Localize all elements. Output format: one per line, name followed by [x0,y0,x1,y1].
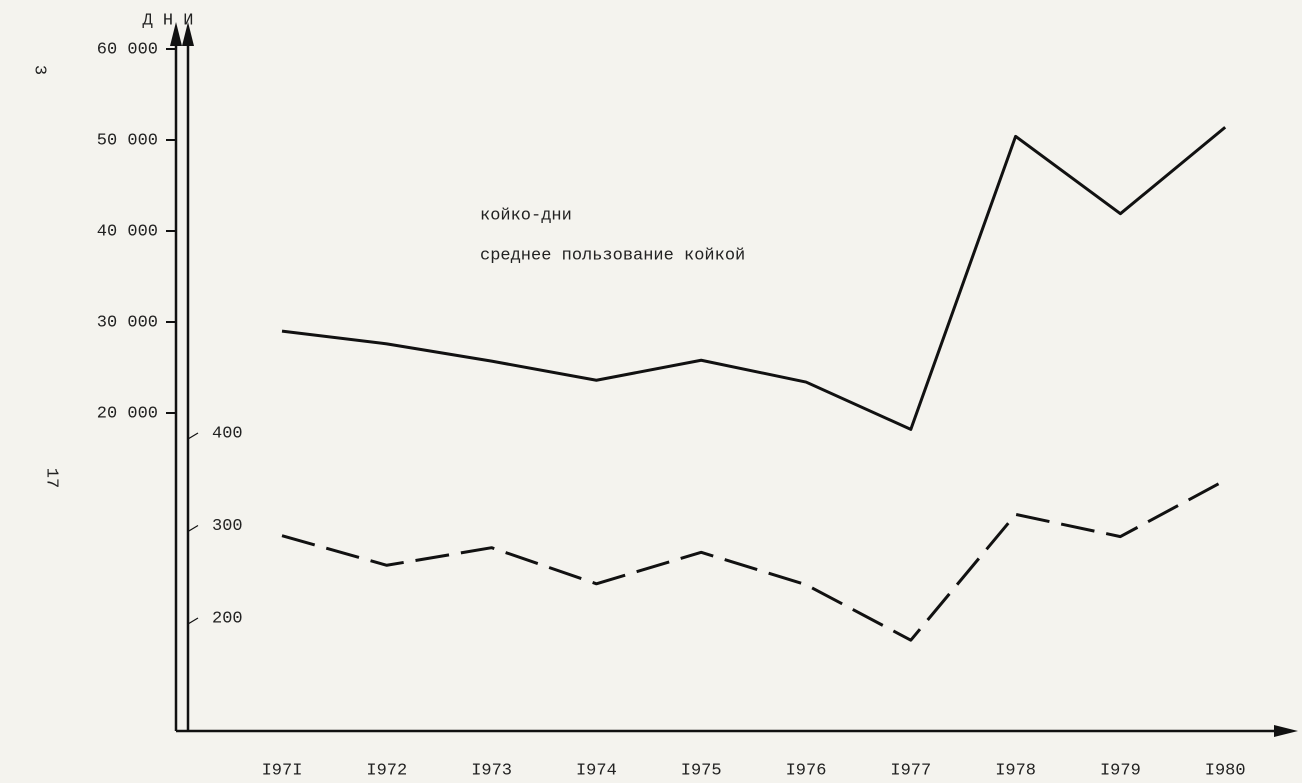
x-tick-label: I978 [995,761,1036,780]
line-series [281,478,1226,642]
y-tick-label: 40 000 [97,222,158,241]
y2-tick-label: 300 [212,517,243,536]
y-tick-label: 20 000 [97,404,158,423]
x-arrow [1274,725,1298,737]
y2-tick-label: 400 [212,424,243,443]
x-tick-label: I975 [681,761,722,780]
y-tick-label: 60 000 [97,40,158,59]
x-tick-label: I977 [890,761,931,780]
x-tick-label: I980 [1205,761,1246,780]
legend-label: среднее пользование койкой [480,246,745,265]
y2-tick-label: 200 [212,609,243,628]
x-tick-label: I979 [1100,761,1141,780]
line-series [281,126,1227,431]
y2-arrow [182,22,194,46]
y-tick-label: 50 000 [97,131,158,150]
x-tick-label: I974 [576,761,617,780]
y2-tick [187,617,199,625]
y2-tick [187,432,199,440]
page-number: 17 [42,468,61,488]
x-tick-label: I976 [786,761,827,780]
page-number: 3 [30,65,49,75]
x-tick-label: I972 [366,761,407,780]
y-arrow [170,22,182,46]
y2-tick [187,524,199,533]
legend-label: койко-дни [480,206,572,225]
x-tick-label: I97I [262,761,303,780]
x-tick-label: I973 [471,761,512,780]
y-tick-label: 30 000 [97,313,158,332]
y-axis-label: Д Н И [142,11,193,30]
axes [170,22,1298,737]
